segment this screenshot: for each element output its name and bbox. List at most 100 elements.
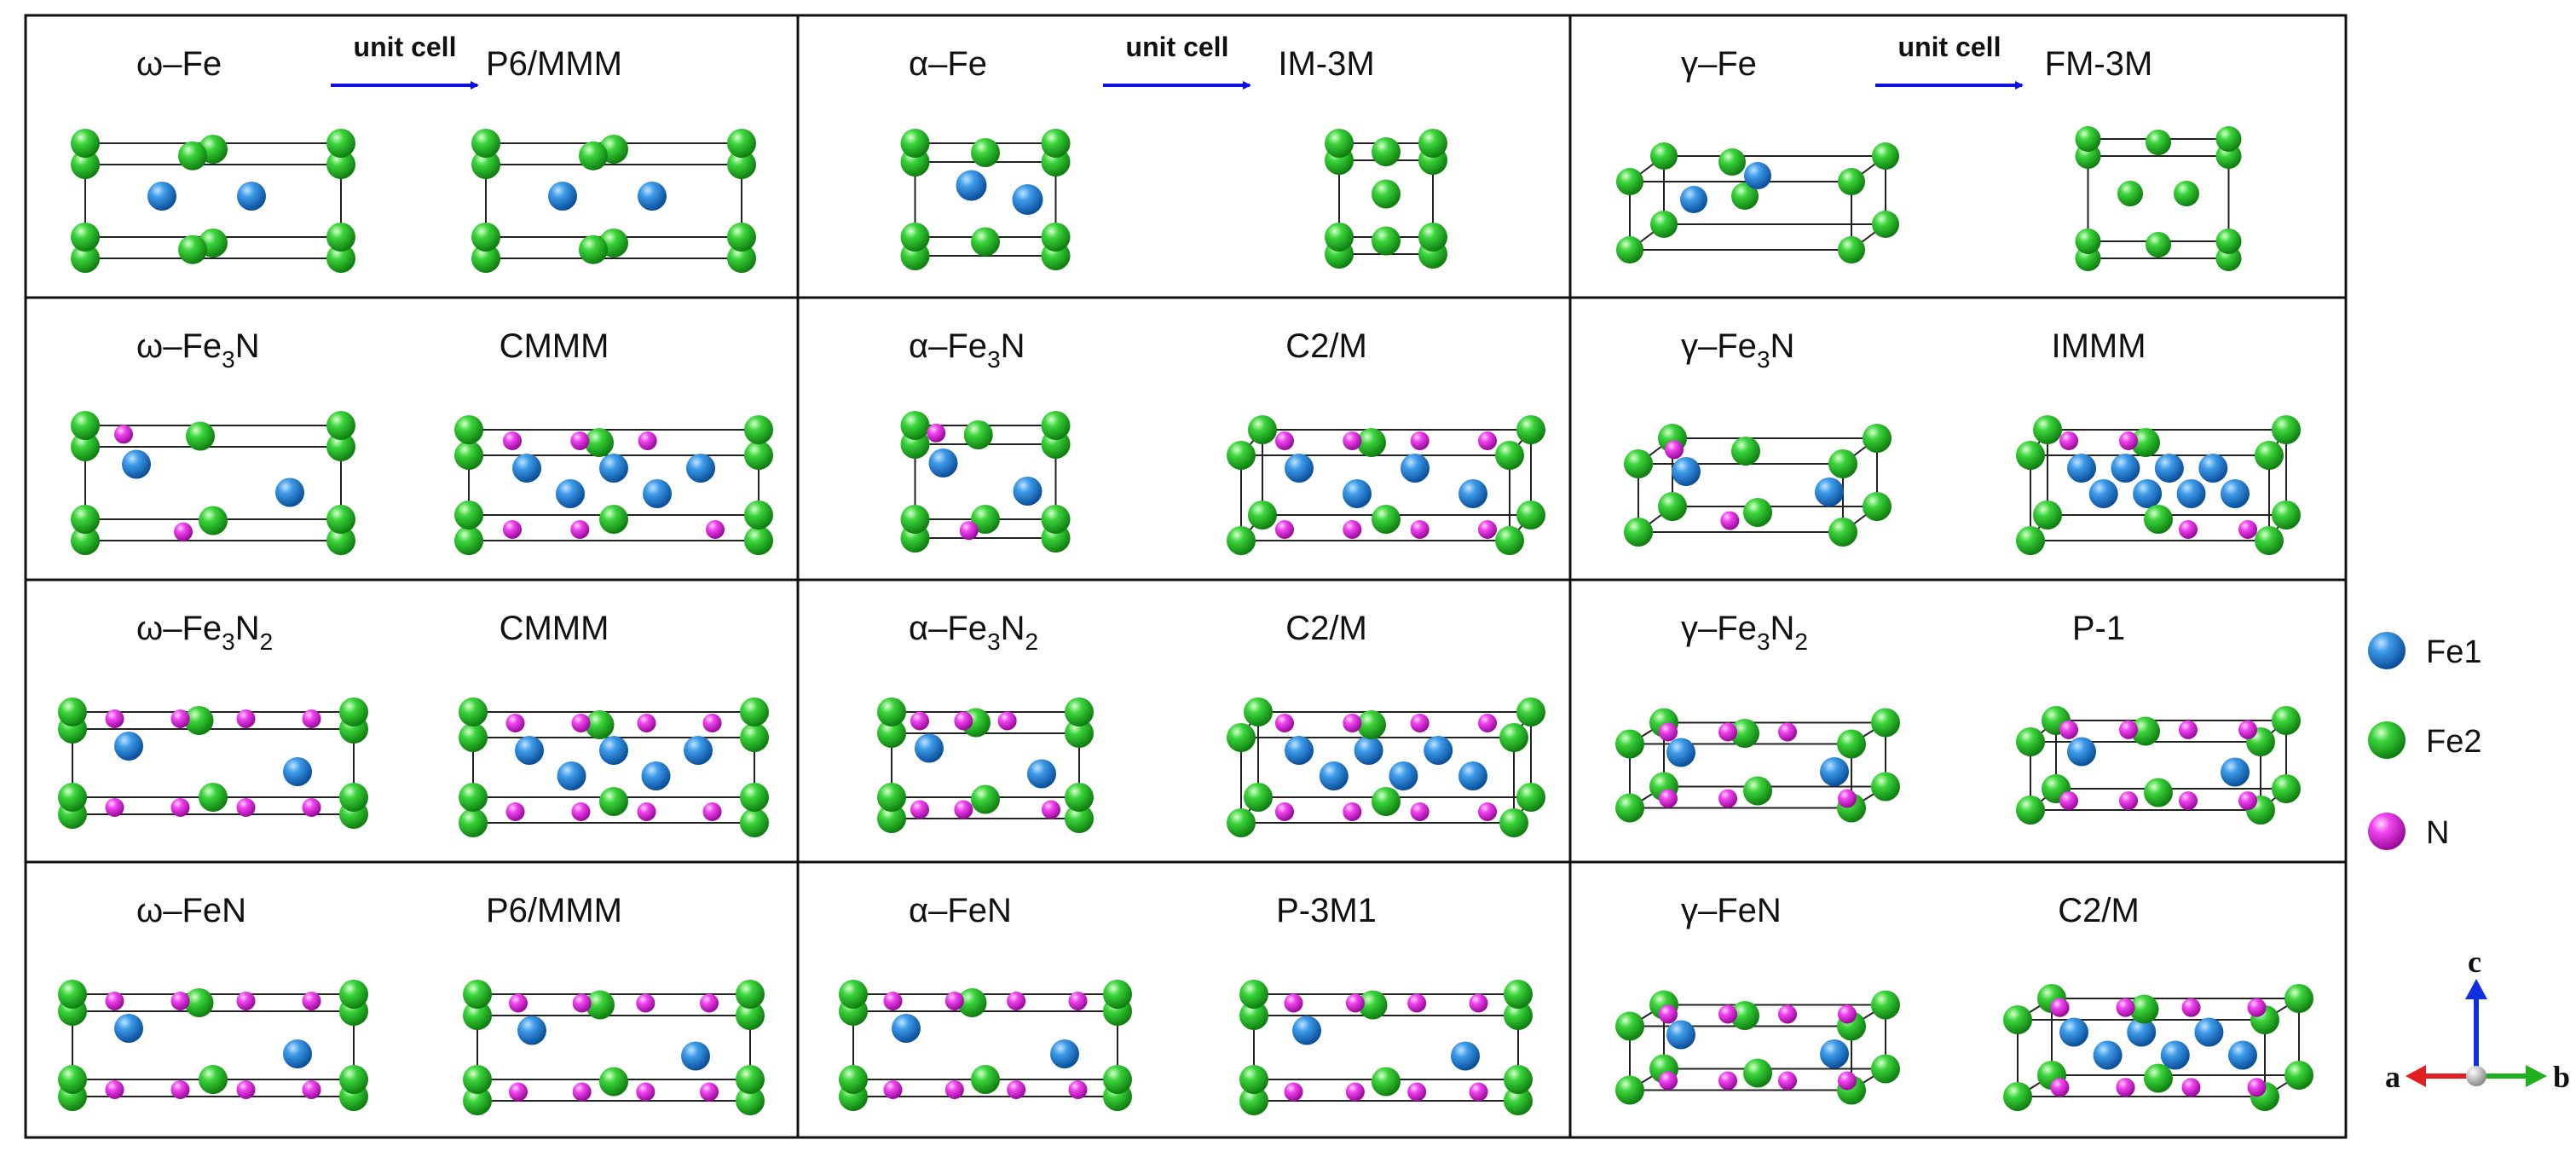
fe1-atom	[147, 182, 176, 211]
n-atom	[2247, 1078, 2267, 1097]
fe1-atom	[1027, 759, 1056, 789]
fe2-atom	[71, 526, 100, 555]
panel-r3-c0: ω–FeN P6/MMM	[58, 892, 765, 1115]
fe2-atom	[1418, 223, 1447, 252]
fe2-atom	[1239, 980, 1268, 1009]
space-group-label: C2/M	[1285, 327, 1367, 365]
fe2-atom	[1372, 137, 1401, 166]
n-atom	[1838, 1071, 1857, 1091]
n-atom	[302, 709, 321, 728]
fe2-atom	[877, 804, 906, 833]
fe2-atom	[1372, 179, 1401, 209]
fe2-atom	[326, 129, 355, 158]
fe2-atom	[744, 441, 773, 470]
fe1-atom	[1401, 454, 1430, 483]
fe2-atom	[1624, 449, 1653, 478]
fe2-atom	[2146, 232, 2171, 258]
fe2-atom	[463, 1001, 492, 1030]
panel-r1-c1: α–Fe3N C2/M	[900, 327, 1545, 555]
fe2-atom	[1499, 808, 1528, 837]
fe2-atom	[1516, 783, 1545, 812]
fe2-atom	[1065, 697, 1094, 726]
formula-label: ω–FeN	[136, 892, 246, 929]
n-atom	[1720, 511, 1740, 530]
fe1-atom	[122, 449, 151, 479]
fe2-atom	[454, 501, 483, 530]
fe1-atom	[928, 449, 958, 477]
fe2-atom	[900, 411, 930, 440]
fe2-atom	[184, 988, 214, 1017]
structure-right	[454, 415, 773, 555]
n-atom	[1659, 789, 1678, 808]
structure-left	[1624, 424, 1892, 547]
n-atom	[2059, 720, 2078, 739]
fe2-atom	[1495, 526, 1524, 555]
structure-right	[2016, 706, 2301, 825]
n-atom	[910, 800, 929, 819]
fe2-atom	[727, 223, 756, 252]
n-atom	[570, 431, 590, 450]
fe2-atom	[2117, 181, 2143, 206]
fe2-atom	[1871, 1054, 1900, 1084]
n-atom	[883, 992, 903, 1010]
fe2-atom	[1504, 1086, 1533, 1115]
n-atom	[1275, 520, 1294, 539]
n-atom	[1478, 520, 1497, 539]
fe2-swatch	[2368, 721, 2406, 759]
fe2-atom	[1615, 1075, 1644, 1105]
fe2-atom	[877, 697, 906, 726]
legend-item-fe2: Fe2	[2368, 721, 2481, 760]
fe2-atom	[1372, 226, 1401, 256]
structure-left	[71, 129, 355, 273]
n-atom	[571, 802, 591, 821]
fe1-atom	[2067, 454, 2096, 483]
fe2-atom	[1615, 1011, 1644, 1041]
fe2-atom	[71, 129, 100, 158]
fe2-atom	[1504, 1001, 1533, 1030]
fe2-atom	[740, 808, 769, 837]
n-atom	[959, 521, 979, 541]
n-atom	[105, 992, 124, 1010]
fe2-atom	[2215, 229, 2242, 254]
fe1-atom	[892, 1014, 921, 1043]
fe1-atom	[641, 761, 671, 790]
n-atom	[105, 709, 124, 728]
n-atom	[944, 992, 964, 1010]
n-atom	[2059, 431, 2078, 450]
structure-right	[2075, 126, 2242, 271]
fe2-atom	[459, 697, 488, 726]
structure-left	[58, 697, 368, 829]
fe1-atom	[1458, 761, 1487, 790]
n-atom	[1068, 1080, 1088, 1099]
fe2-atom	[1743, 498, 1772, 527]
structure-right	[471, 129, 756, 273]
fe2-atom	[2272, 706, 2301, 735]
fe2-atom	[454, 441, 483, 470]
structure-right	[1227, 697, 1545, 837]
fe1-atom	[275, 477, 304, 507]
n-atom	[1007, 1080, 1026, 1099]
fe2-atom	[1248, 415, 1277, 444]
structure-right	[459, 697, 769, 837]
fe2-atom	[599, 787, 628, 816]
fe2-atom	[1103, 1065, 1132, 1094]
n-atom	[1345, 993, 1365, 1013]
fe1-atom	[2221, 757, 2250, 787]
n-atom	[570, 520, 590, 539]
fe2-atom	[2215, 126, 2242, 152]
n-atom	[2050, 998, 2070, 1017]
fe1-atom	[1820, 1039, 1849, 1068]
fe1-atom	[1285, 736, 1314, 765]
n-atom	[505, 802, 525, 821]
fe2-atom	[326, 526, 355, 555]
n-atom	[1665, 440, 1684, 460]
fe1-atom	[2176, 479, 2206, 508]
panel-grid	[24, 14, 2348, 1139]
structure-left	[71, 411, 355, 555]
fe2-atom	[199, 506, 228, 535]
panel-r2-c0: ω–Fe3N2 CMMM	[58, 610, 769, 837]
fe2-atom	[2255, 526, 2284, 555]
fe1-atom	[515, 736, 544, 765]
axis-triad: c a b	[2385, 945, 2570, 1094]
fe2-atom	[1828, 449, 1857, 478]
